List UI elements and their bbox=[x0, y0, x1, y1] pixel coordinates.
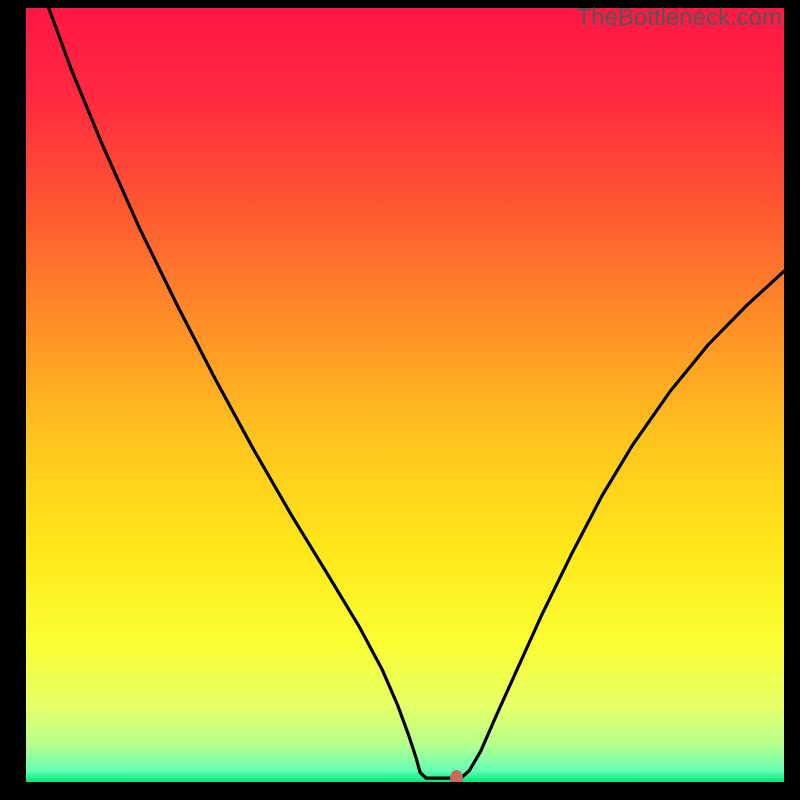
watermark-text: TheBottleneck.com bbox=[577, 4, 782, 32]
curve-svg bbox=[26, 8, 784, 782]
bottleneck-curve bbox=[49, 8, 784, 778]
plot-area bbox=[26, 8, 784, 782]
optimum-marker bbox=[450, 770, 463, 782]
